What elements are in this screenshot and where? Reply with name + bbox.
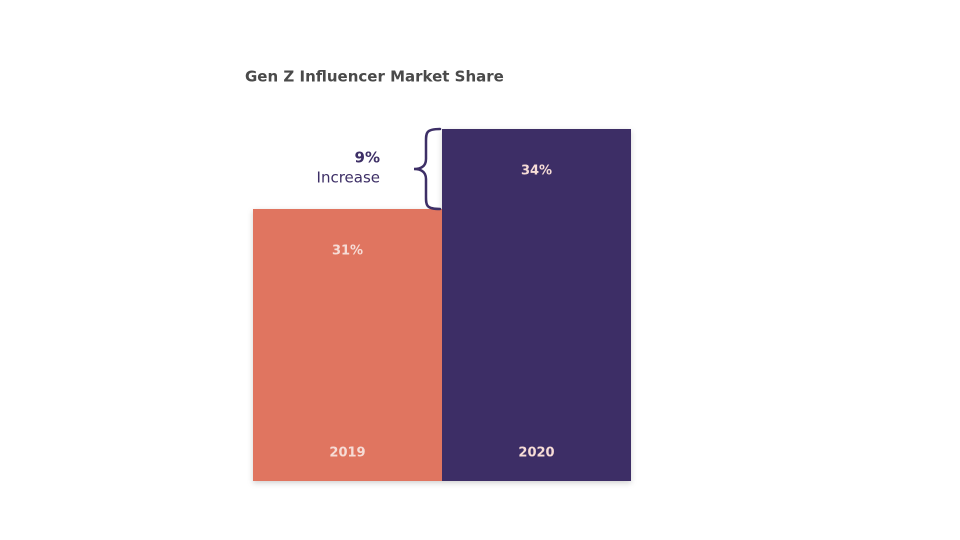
chart-title: Gen Z Influencer Market Share <box>245 68 504 86</box>
x-tick-label: 2019 <box>329 446 365 461</box>
brace <box>413 127 442 211</box>
value-label: 31% <box>332 244 363 259</box>
x-tick-label: 2020 <box>518 446 554 461</box>
annotation-value: 9% <box>355 149 380 167</box>
annotation-text: Increase <box>317 169 380 187</box>
bar <box>253 209 442 481</box>
bar <box>442 129 631 481</box>
bars <box>253 129 631 481</box>
value-label: 34% <box>521 164 552 179</box>
